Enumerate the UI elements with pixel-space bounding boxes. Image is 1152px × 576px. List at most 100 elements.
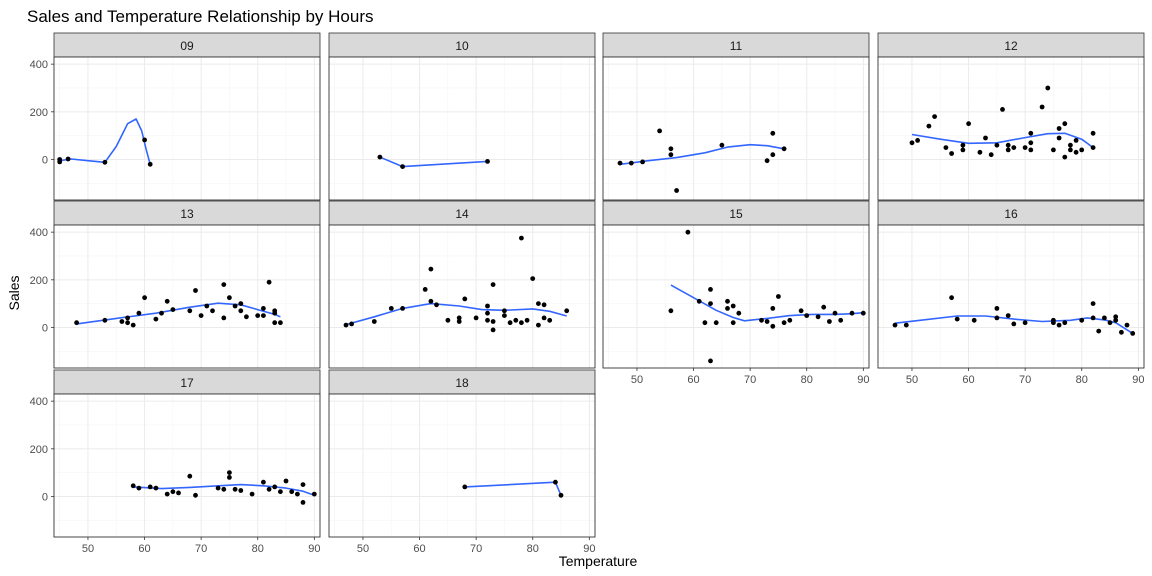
x-tick-label: 50 [357, 543, 369, 555]
x-tick-label: 70 [470, 543, 482, 555]
data-point [204, 303, 210, 309]
data-point [1005, 147, 1011, 153]
data-point [238, 308, 244, 314]
y-tick-label: 0 [42, 322, 48, 334]
x-tick-label: 70 [1019, 374, 1031, 386]
data-point [1068, 147, 1073, 153]
data-point [485, 317, 490, 323]
data-point [668, 146, 674, 152]
data-point [1090, 315, 1096, 321]
panel-background [603, 225, 869, 368]
data-point [261, 313, 266, 318]
y-tick-label: 200 [30, 107, 48, 119]
data-point [1073, 149, 1079, 155]
data-point [770, 152, 776, 158]
data-point [473, 315, 479, 321]
data-point [255, 313, 261, 318]
data-point [553, 479, 558, 485]
data-point [1005, 142, 1011, 148]
x-tick-label: 50 [631, 374, 643, 386]
data-point [943, 145, 949, 151]
data-point [434, 302, 439, 308]
data-point [926, 123, 932, 129]
data-point [428, 266, 434, 272]
data-point [1062, 154, 1068, 160]
x-tick-label: 90 [583, 543, 595, 555]
data-point [65, 156, 71, 162]
data-point [640, 159, 645, 165]
data-point [827, 319, 832, 324]
data-point [485, 303, 490, 309]
data-point [1000, 107, 1005, 112]
data-point [915, 138, 920, 143]
data-point [668, 152, 674, 158]
data-point [490, 319, 496, 324]
panel-border [53, 56, 321, 201]
data-point [490, 282, 496, 287]
data-point [371, 319, 377, 324]
data-point [377, 154, 383, 160]
data-point [343, 322, 349, 328]
data-point [764, 158, 770, 164]
panel-border [328, 56, 596, 201]
data-point [74, 320, 79, 326]
facet-strip [877, 200, 1145, 226]
data-point [708, 358, 713, 364]
data-point [1079, 147, 1085, 153]
facet-strip-label: 16 [1004, 207, 1018, 221]
data-point [617, 160, 623, 166]
data-point [278, 320, 283, 326]
data-point [770, 130, 776, 136]
data-point [136, 310, 142, 316]
data-point [1113, 317, 1119, 323]
data-point [1119, 329, 1124, 335]
data-point [708, 301, 713, 306]
data-point [770, 306, 776, 311]
data-point [1102, 315, 1107, 321]
data-point [696, 298, 702, 304]
smooth-line [670, 284, 864, 322]
data-point [238, 301, 244, 306]
data-point [719, 142, 725, 148]
x-tick-label: 60 [138, 543, 150, 555]
data-point [832, 310, 838, 316]
x-tick-label: 90 [857, 374, 869, 386]
smooth-line [464, 481, 562, 496]
data-point [136, 485, 142, 491]
data-point [266, 486, 272, 492]
data-point [147, 161, 153, 167]
data-point [422, 287, 428, 292]
data-point [485, 159, 490, 164]
data-point [977, 149, 983, 155]
smooth-line [911, 132, 1094, 149]
data-point [221, 315, 227, 321]
facet-strip-label: 12 [1004, 39, 1018, 53]
data-point [400, 164, 405, 170]
panel-background [878, 225, 1144, 368]
data-point [456, 319, 462, 324]
data-point [125, 315, 130, 321]
data-point [1028, 140, 1034, 146]
data-point [994, 315, 1000, 321]
data-point [142, 137, 148, 143]
data-point [164, 491, 170, 497]
data-point [781, 146, 787, 152]
data-point [1079, 317, 1085, 323]
data-point [519, 320, 524, 326]
data-point [988, 152, 994, 158]
data-point [983, 135, 988, 141]
data-point [781, 320, 787, 326]
data-point [1056, 126, 1062, 131]
data-point [462, 296, 468, 302]
chart-title: Sales and Temperature Relationship by Ho… [27, 7, 374, 26]
panel-background [329, 225, 595, 368]
data-point [400, 306, 405, 311]
data-point [130, 322, 136, 328]
data-point [102, 317, 108, 323]
data-point [1022, 320, 1028, 326]
facet-strip-label: 13 [180, 207, 194, 221]
data-point [119, 319, 125, 324]
panel-background [329, 57, 595, 200]
data-point [708, 287, 713, 292]
